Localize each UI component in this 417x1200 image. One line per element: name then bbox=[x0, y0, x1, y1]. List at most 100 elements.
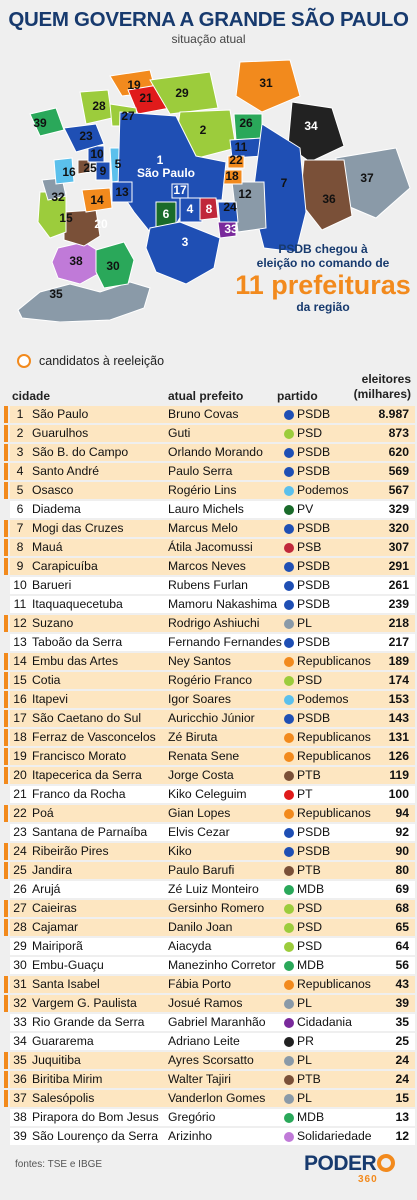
header-city: cidade bbox=[12, 389, 51, 403]
city-name: Santa Isabel bbox=[32, 977, 100, 991]
source-note: fontes: TSE e IBGE bbox=[15, 1159, 103, 1170]
voters-value: 13 bbox=[395, 1110, 409, 1124]
reelection-marker bbox=[4, 444, 8, 461]
mayor-name: Rubens Furlan bbox=[168, 578, 248, 592]
city-name: Mogi das Cruzes bbox=[32, 521, 124, 535]
row-number: 17 bbox=[13, 711, 27, 725]
city-name: Francisco Morato bbox=[32, 749, 127, 763]
map-area-9 bbox=[95, 161, 111, 181]
voters-value: 143 bbox=[388, 711, 409, 725]
mayor-name: Walter Tajiri bbox=[168, 1072, 231, 1086]
reelection-marker bbox=[4, 653, 8, 670]
table-row: 7 Mogi das Cruzes Marcus Melo PSDB 320 bbox=[4, 519, 415, 538]
table-row: 28 Cajamar Danilo Joan PSD 65 bbox=[4, 918, 415, 937]
row-background bbox=[10, 919, 415, 936]
city-name: São Paulo bbox=[32, 407, 89, 421]
mayor-name: Manezinho Corretor bbox=[168, 958, 276, 972]
row-number: 21 bbox=[13, 787, 27, 801]
map-number: 1 bbox=[157, 153, 164, 167]
party-name: PT bbox=[297, 787, 313, 801]
mayor-name: Rodrigo Ashiuchi bbox=[168, 616, 260, 630]
voters-value: 261 bbox=[388, 578, 409, 592]
row-number: 26 bbox=[13, 882, 27, 896]
map-number: 11 bbox=[235, 140, 248, 154]
mayor-name: Paulo Serra bbox=[168, 464, 233, 478]
table-row: 19 Francisco Morato Renata Sene Republicano… bbox=[4, 747, 415, 766]
reelection-marker bbox=[4, 919, 8, 936]
map-number: 31 bbox=[259, 76, 273, 90]
party-name: PL bbox=[297, 1091, 312, 1105]
party-dot-icon bbox=[284, 828, 294, 838]
reelection-marker bbox=[4, 520, 8, 537]
mayor-name: Gersinho Romero bbox=[168, 901, 265, 915]
reelection-marker bbox=[4, 957, 8, 974]
mayors-table: 1 São Paulo Bruno Covas PSDB 8.987 2 Guarulhos… bbox=[4, 405, 415, 1146]
party-name: PSB bbox=[297, 540, 322, 554]
table-row: 38 Pirapora do Bom Jesus Gregório MDB 13 bbox=[4, 1108, 415, 1127]
table-row: 16 Itapevi Igor Soares Podemos 153 bbox=[4, 690, 415, 709]
reelection-marker bbox=[4, 767, 8, 784]
row-background bbox=[10, 691, 415, 708]
mayor-name: Adriano Leite bbox=[168, 1034, 240, 1048]
city-name: Santo André bbox=[32, 464, 100, 478]
table-row: 36 Biritiba Mirim Walter Tajiri PTB 24 bbox=[4, 1070, 415, 1089]
city-name: Itapevi bbox=[32, 692, 68, 706]
row-number: 34 bbox=[13, 1034, 27, 1048]
map-number: 38 bbox=[69, 254, 83, 268]
voters-value: 64 bbox=[395, 939, 409, 953]
map-number: 37 bbox=[360, 171, 374, 185]
row-background bbox=[10, 786, 415, 803]
table-row: 24 Ribeirão Pires Kiko PSDB 90 bbox=[4, 842, 415, 861]
city-name: Embu-Guaçu bbox=[32, 958, 104, 972]
row-number: 13 bbox=[13, 635, 27, 649]
row-background bbox=[10, 634, 415, 651]
party-dot-icon bbox=[284, 1094, 294, 1104]
voters-value: 320 bbox=[388, 521, 409, 535]
map-number: 12 bbox=[238, 187, 252, 201]
row-number: 8 bbox=[16, 540, 24, 554]
map-area-29 bbox=[149, 71, 219, 115]
psdb-callout: PSDB chegou à eleição no comando de 11 p… bbox=[232, 242, 414, 314]
party-name: PSDB bbox=[297, 559, 331, 573]
mayor-name: Jorge Costa bbox=[168, 768, 234, 782]
mayor-name: Mamoru Nakashima bbox=[168, 597, 278, 611]
city-name: Taboão da Serra bbox=[32, 635, 123, 649]
party-dot-icon bbox=[284, 752, 294, 762]
reelection-marker bbox=[4, 501, 8, 518]
party-dot-icon bbox=[284, 1075, 294, 1085]
region-map: São Paulo 1 2 3 4 5 6 7 8 9 10 11 12 13 … bbox=[17, 59, 411, 322]
city-name: Mauá bbox=[32, 540, 63, 554]
row-background bbox=[10, 520, 415, 537]
reelection-marker bbox=[4, 596, 8, 613]
voters-value: 126 bbox=[388, 749, 409, 763]
row-number: 25 bbox=[13, 863, 27, 877]
table-row: 33 Rio Grande da Serra Gabriel Maranhão Cid… bbox=[4, 1013, 415, 1032]
map-number: 32 bbox=[51, 190, 65, 204]
city-name: Cajamar bbox=[32, 920, 79, 934]
voters-value: 239 bbox=[388, 597, 409, 611]
reelection-marker bbox=[4, 1090, 8, 1107]
voters-value: 189 bbox=[388, 654, 409, 668]
party-dot-icon bbox=[284, 695, 294, 705]
party-dot-icon bbox=[284, 1113, 294, 1123]
table-row: 18 Ferraz de Vasconcelos Zé Biruta Republic… bbox=[4, 728, 415, 747]
table-row: 26 Arujá Zé Luiz Monteiro MDB 69 bbox=[4, 880, 415, 899]
map-area-3 bbox=[145, 221, 221, 285]
city-name: Itaquaquecetuba bbox=[32, 597, 123, 611]
callout-highlight: 11 prefeituras bbox=[235, 270, 411, 300]
table-row: 17 São Caetano do Sul Auricchio Júnior PSDB… bbox=[4, 709, 415, 728]
row-number: 2 bbox=[16, 426, 24, 440]
row-number: 24 bbox=[13, 844, 27, 858]
party-name: MDB bbox=[297, 1110, 325, 1124]
page-title: QUEM GOVERNA A GRANDE SÃO PAULO bbox=[8, 8, 409, 31]
map-area-33 bbox=[217, 221, 237, 239]
row-background bbox=[10, 501, 415, 518]
voters-value: 92 bbox=[395, 825, 409, 839]
row-number: 1 bbox=[16, 407, 24, 421]
party-name: PSDB bbox=[297, 635, 331, 649]
party-dot-icon bbox=[284, 733, 294, 743]
row-number: 7 bbox=[16, 521, 24, 535]
table-row: 10 Barueri Rubens Furlan PSDB 261 bbox=[4, 576, 415, 595]
table-header: cidade atual prefeito partido eleitores … bbox=[0, 372, 417, 404]
map-number: 28 bbox=[92, 99, 106, 113]
